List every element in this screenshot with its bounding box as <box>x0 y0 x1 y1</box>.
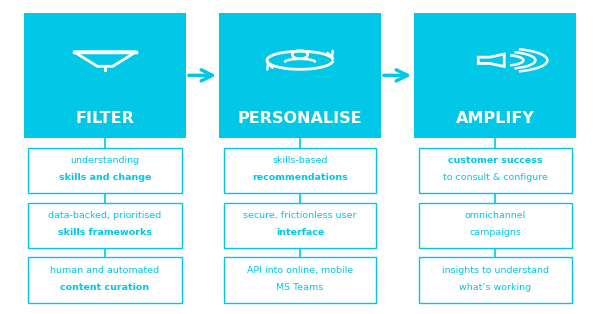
FancyBboxPatch shape <box>28 203 182 248</box>
FancyBboxPatch shape <box>24 13 186 138</box>
FancyBboxPatch shape <box>223 203 377 248</box>
Text: understanding: understanding <box>70 156 140 165</box>
FancyBboxPatch shape <box>219 13 381 138</box>
Text: secure, frictionless user: secure, frictionless user <box>243 211 357 220</box>
Text: customer success: customer success <box>448 156 542 165</box>
FancyBboxPatch shape <box>223 148 377 193</box>
Text: PERSONALISE: PERSONALISE <box>238 111 362 126</box>
FancyBboxPatch shape <box>419 148 571 193</box>
Text: recommendations: recommendations <box>252 173 348 182</box>
Text: skills and change: skills and change <box>59 173 151 182</box>
Text: API into online, mobile: API into online, mobile <box>247 266 353 275</box>
Text: content curation: content curation <box>61 283 149 292</box>
FancyBboxPatch shape <box>419 203 571 248</box>
Text: skills-based: skills-based <box>272 156 328 165</box>
FancyBboxPatch shape <box>28 257 182 303</box>
FancyBboxPatch shape <box>419 257 571 303</box>
Text: MS Teams: MS Teams <box>277 283 323 292</box>
Text: insights to understand: insights to understand <box>442 266 548 275</box>
Text: AMPLIFY: AMPLIFY <box>455 111 535 126</box>
FancyBboxPatch shape <box>223 257 377 303</box>
Text: human and automated: human and automated <box>50 266 160 275</box>
Text: omnichannel: omnichannel <box>464 211 526 220</box>
Text: data-backed, prioritised: data-backed, prioritised <box>49 211 161 220</box>
FancyBboxPatch shape <box>414 13 576 138</box>
Text: interface: interface <box>276 228 324 237</box>
Text: what’s working: what’s working <box>459 283 531 292</box>
Text: skills frameworks: skills frameworks <box>58 228 152 237</box>
Text: campaigns: campaigns <box>469 228 521 237</box>
Text: to consult & configure: to consult & configure <box>443 173 547 182</box>
Text: FILTER: FILTER <box>76 111 134 126</box>
FancyBboxPatch shape <box>28 148 182 193</box>
